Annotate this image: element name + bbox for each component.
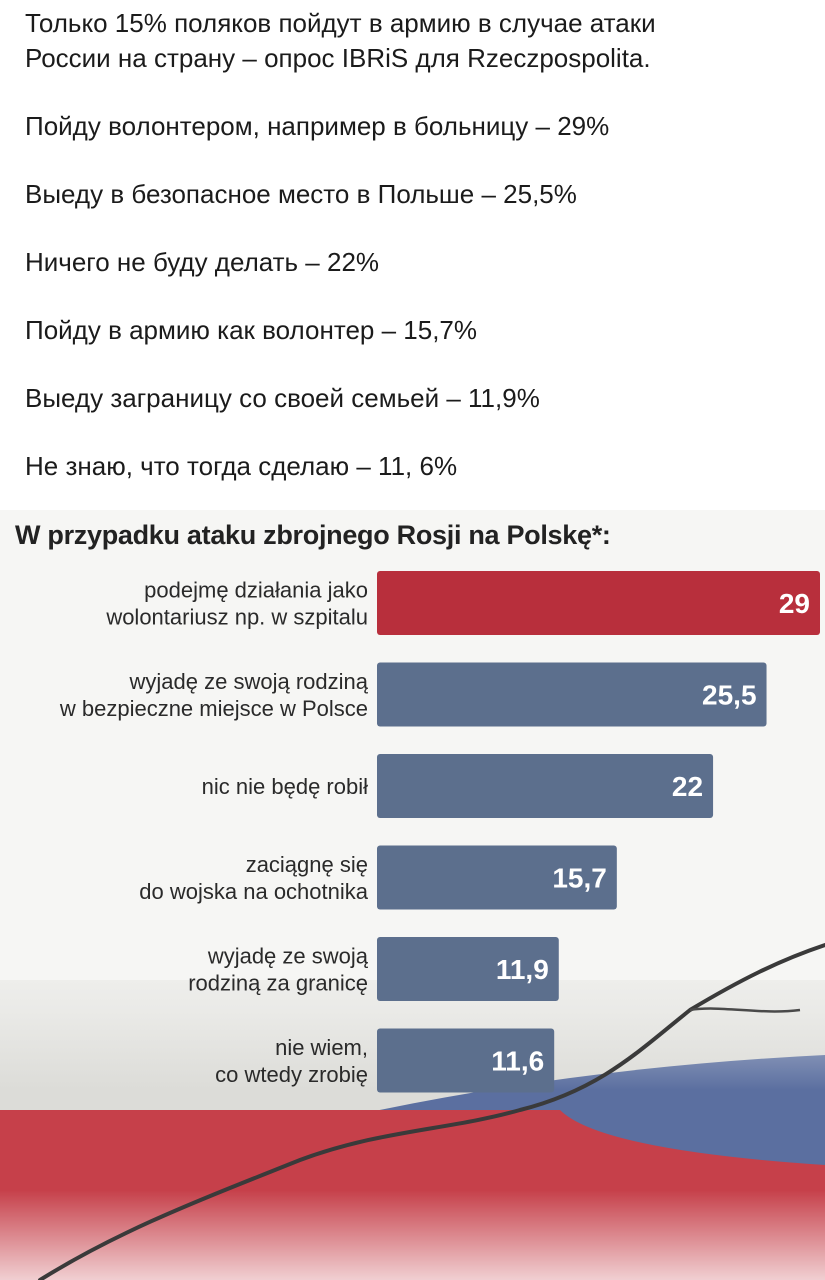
post-item: Не знаю, что тогда сделаю – 11, 6%: [25, 451, 458, 481]
bar: [377, 754, 714, 818]
category-label: co wtedy zrobię: [215, 1062, 368, 1087]
crack-branch: [689, 1007, 801, 1013]
data-label: 11,6: [491, 1046, 544, 1077]
category-label: podejmę działania jako: [144, 578, 368, 603]
post-item: Ничего не буду делать – 22%: [25, 247, 380, 277]
data-label: 11,9: [496, 954, 549, 985]
bar: [377, 937, 559, 1001]
category-label: wolontariusz np. w szpitalu: [105, 605, 368, 630]
post-text: Только 15% поляков пойдут в армию в случ…: [25, 6, 805, 484]
post-item: Пойду волонтером, например в больницу – …: [25, 111, 610, 141]
headline-line-1: Только 15% поляков пойдут в армию в случ…: [25, 8, 656, 38]
category-label: do wojska na ochotnika: [139, 879, 368, 904]
post-headline: Только 15% поляков пойдут в армию в случ…: [25, 6, 805, 76]
post-item: Выеду заграницу со своей семьей – 11,9%: [25, 383, 540, 413]
category-label: nic nie będę robił: [202, 774, 368, 799]
category-label: wyjadę ze swoją: [207, 944, 369, 969]
data-label: 25,5: [702, 680, 757, 711]
category-label: rodziną za granicę: [188, 971, 368, 996]
post-item: Выеду в безопасное место в Польше – 25,5…: [25, 179, 577, 209]
bar: [377, 571, 820, 635]
bar: [377, 845, 617, 910]
headline-line-2: России на страну – опрос IBRiS для Rzecz…: [25, 43, 651, 73]
chart-title: W przypadku ataku zbrojnego Rosji na Pol…: [15, 520, 611, 550]
category-label: wyjadę ze swoją rodziną: [129, 669, 369, 694]
category-label: w bezpieczne miejsce w Polsce: [59, 696, 368, 721]
post-item: Пойду в армию как волонтер – 15,7%: [25, 315, 478, 345]
category-label: nie wiem,: [275, 1035, 368, 1060]
bottom-fade: [0, 1190, 825, 1280]
category-label: zaciągnę się: [246, 852, 368, 877]
data-label: 22: [672, 771, 703, 802]
bar: [377, 1028, 555, 1093]
infographic-image: 29 podejmę działania jako wolontariusz np.…: [0, 510, 825, 1280]
crack-line: [38, 943, 825, 1280]
bar: [377, 662, 767, 727]
data-label: 15,7: [552, 863, 607, 894]
data-label: 29: [779, 588, 810, 619]
